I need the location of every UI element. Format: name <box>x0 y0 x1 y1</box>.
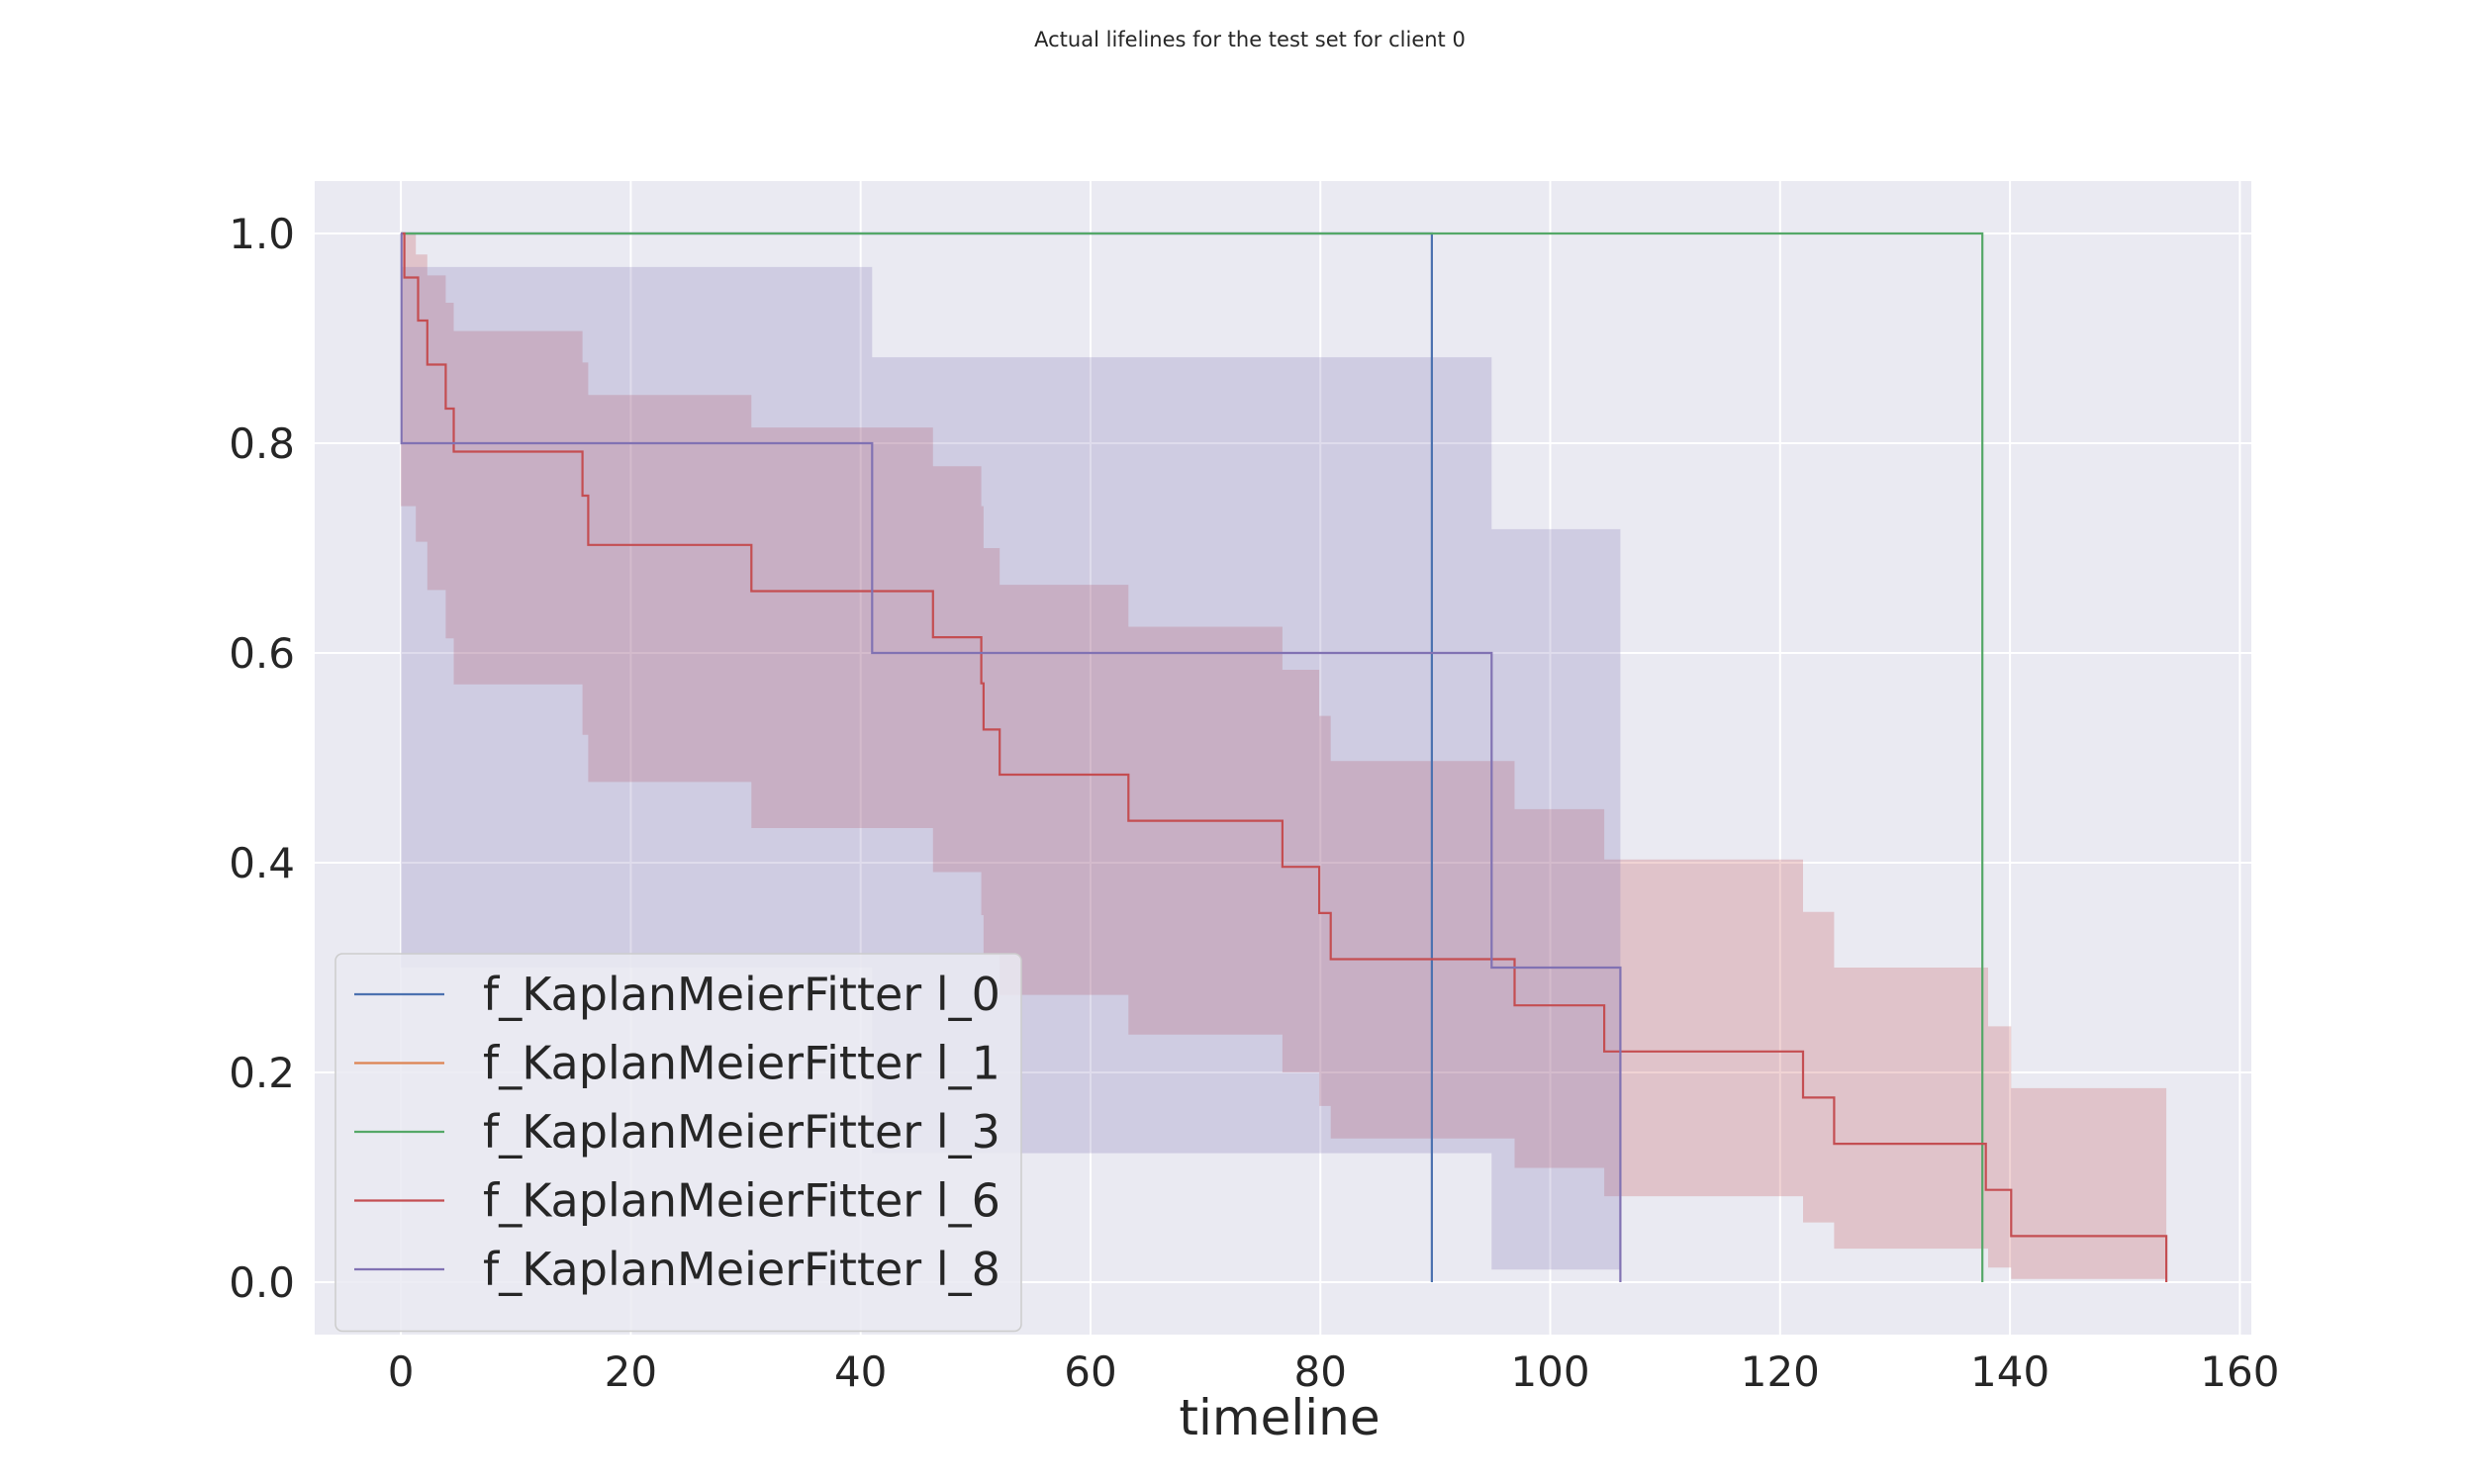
confidence-band-3 <box>401 233 2167 1279</box>
survival-line-4 <box>400 232 1622 1282</box>
x-tick-label: 140 <box>1970 1347 2049 1396</box>
legend-label: f_KaplanMeierFitter l_1 <box>483 1037 1000 1090</box>
y-tick-label: 0.6 <box>229 629 295 678</box>
x-tick-label: 40 <box>834 1347 887 1396</box>
survival-curves <box>400 232 2168 1282</box>
y-tick-label: 0.2 <box>229 1049 295 1097</box>
x-axis-label: timeline <box>1179 1389 1380 1446</box>
survival-line-2 <box>401 232 1984 1282</box>
x-tick-label: 160 <box>2200 1347 2279 1396</box>
survival-line-3 <box>401 232 2168 1282</box>
x-tick-label: 100 <box>1510 1347 1589 1396</box>
y-tick-label: 0.0 <box>229 1258 295 1307</box>
confidence-bands <box>401 233 2167 1279</box>
tick-labels: 0 20 40 60 80 100 120 140 160 0.0 0.2 0.4 0.6 0.8 1.0 <box>229 210 2279 1396</box>
legend-box <box>334 953 1022 1333</box>
legend: f_KaplanMeierFitter l_0 f_KaplanMeierFitt… <box>334 953 1022 1333</box>
y-tick-label: 0.4 <box>229 839 295 887</box>
x-tick-label: 80 <box>1294 1347 1347 1396</box>
x-tick-label: 120 <box>1741 1347 1820 1396</box>
x-tick-label: 60 <box>1064 1347 1116 1396</box>
confidence-band-4 <box>401 233 1621 1270</box>
x-tick-label: 0 <box>388 1347 415 1396</box>
chart-title: Actual lifelines for the test set for cl… <box>1034 28 1466 51</box>
legend-label: f_KaplanMeierFitter l_3 <box>483 1105 1000 1159</box>
legend-label: f_KaplanMeierFitter l_0 <box>483 968 1000 1021</box>
y-tick-label: 1.0 <box>229 210 295 258</box>
x-tick-label: 20 <box>605 1347 657 1396</box>
legend-label: f_KaplanMeierFitter l_6 <box>483 1174 1000 1228</box>
legend-label: f_KaplanMeierFitter l_8 <box>483 1243 1000 1296</box>
y-tick-label: 0.8 <box>229 419 295 468</box>
